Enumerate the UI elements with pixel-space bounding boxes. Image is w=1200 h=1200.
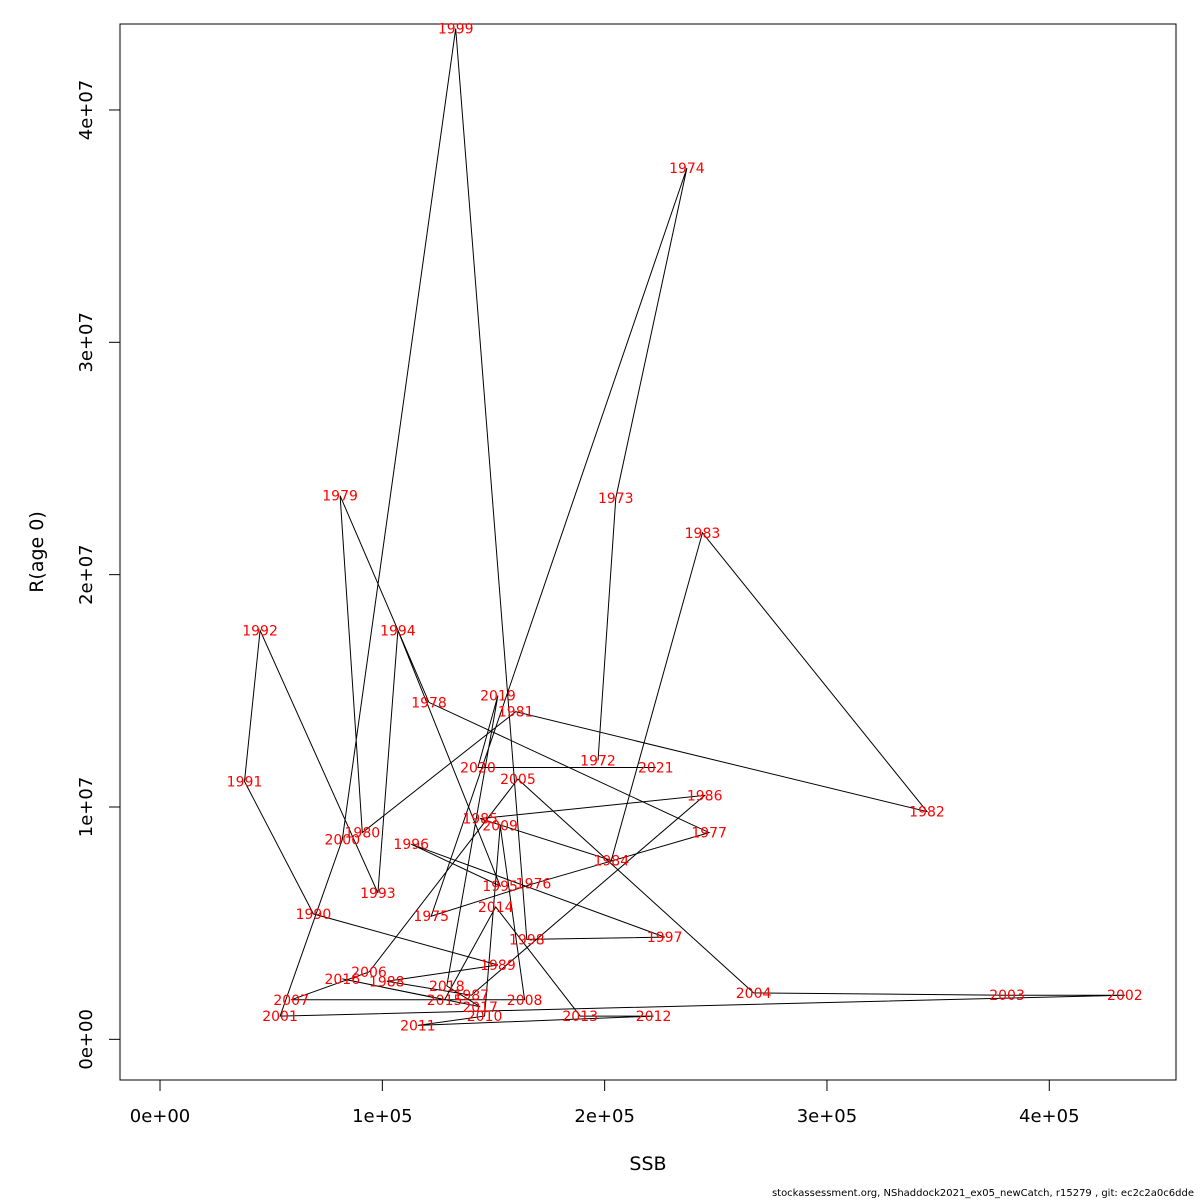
point-label-1995: 1995 — [482, 879, 518, 895]
point-label-1999: 1999 — [438, 22, 474, 38]
point-label-1994: 1994 — [380, 623, 416, 639]
point-label-1974: 1974 — [669, 161, 705, 177]
x-axis-title: SSB — [629, 1153, 666, 1175]
y-tick-label: 2e+07 — [76, 544, 97, 605]
point-label-2017: 2017 — [462, 1000, 498, 1016]
x-tick-label: 2e+05 — [574, 1106, 635, 1127]
point-label-1973: 1973 — [598, 491, 634, 507]
point-label-2009: 2009 — [482, 819, 518, 835]
point-label-2003: 2003 — [989, 988, 1025, 1004]
point-label-2004: 2004 — [736, 986, 772, 1002]
point-label-1986: 1986 — [687, 788, 723, 804]
point-label-2005: 2005 — [500, 772, 536, 788]
point-label-2011: 2011 — [400, 1018, 436, 1034]
point-label-2012: 2012 — [636, 1009, 672, 1025]
point-label-2007: 2007 — [273, 993, 309, 1009]
x-tick-label: 3e+05 — [797, 1106, 858, 1127]
point-label-2010: 2010 — [467, 1009, 503, 1025]
point-label-1982: 1982 — [909, 805, 945, 821]
point-label-1980: 1980 — [345, 826, 381, 842]
x-tick-label: 1e+05 — [352, 1106, 413, 1127]
point-label-1997: 1997 — [647, 930, 683, 946]
y-tick-label: 3e+07 — [76, 312, 97, 373]
point-label-1993: 1993 — [360, 886, 396, 902]
y-tick-label: 1e+07 — [76, 777, 97, 838]
point-label-1990: 1990 — [296, 907, 332, 923]
point-label-1985: 1985 — [462, 812, 498, 828]
point-label-2013: 2013 — [562, 1009, 598, 1025]
point-label-1987: 1987 — [453, 988, 489, 1004]
point-label-2019: 2019 — [480, 688, 516, 704]
point-label-2000: 2000 — [324, 833, 360, 849]
x-tick-label: 0e+00 — [130, 1106, 191, 1127]
point-label-1998: 1998 — [509, 932, 545, 948]
point-label-1975: 1975 — [413, 909, 449, 925]
y-tick-label: 4e+07 — [76, 80, 97, 141]
point-label-2008: 2008 — [507, 993, 543, 1009]
point-label-1978: 1978 — [411, 695, 447, 711]
y-tick-label: 0e+00 — [76, 1009, 97, 1070]
point-label-1977: 1977 — [691, 826, 727, 842]
point-label-2006: 2006 — [351, 965, 387, 981]
y-axis: 0e+00 1e+07 2e+07 3e+07 4e+07 — [76, 80, 121, 1070]
series-line — [243, 28, 1125, 1026]
point-label-1972: 1972 — [580, 754, 616, 770]
point-label-1996: 1996 — [393, 837, 429, 853]
point-label-1989: 1989 — [480, 958, 516, 974]
point-label-1991: 1991 — [227, 774, 263, 790]
point-label-1988: 1988 — [369, 974, 405, 990]
point-label-2018: 2018 — [429, 979, 465, 995]
point-label-2014: 2014 — [478, 900, 514, 916]
point-label-1981: 1981 — [498, 705, 534, 721]
point-label-2021: 2021 — [638, 760, 674, 776]
point-labels: 1972 1973 1974 1975 1976 1977 1978 1979 1980 1981… — [227, 22, 1143, 1035]
point-label-2002: 2002 — [1107, 988, 1143, 1004]
point-label-1984: 1984 — [593, 853, 629, 869]
plot-frame — [119, 23, 1177, 1081]
footer-note: stockassessment.org, NShaddock2021_ex05_… — [771, 1188, 1194, 1199]
point-label-1983: 1983 — [685, 526, 721, 542]
point-label-1976: 1976 — [516, 877, 552, 893]
point-label-2015: 2015 — [427, 993, 463, 1009]
y-axis-title: R(age 0) — [26, 511, 48, 593]
x-axis: 0e+00 1e+05 2e+05 3e+05 4e+05 — [130, 1079, 1080, 1127]
point-label-1979: 1979 — [322, 489, 358, 505]
x-tick-label: 4e+05 — [1019, 1106, 1080, 1127]
point-label-2001: 2001 — [262, 1009, 298, 1025]
point-label-1992: 1992 — [242, 623, 278, 639]
point-label-2020: 2020 — [460, 760, 496, 776]
point-label-2016: 2016 — [324, 972, 360, 988]
